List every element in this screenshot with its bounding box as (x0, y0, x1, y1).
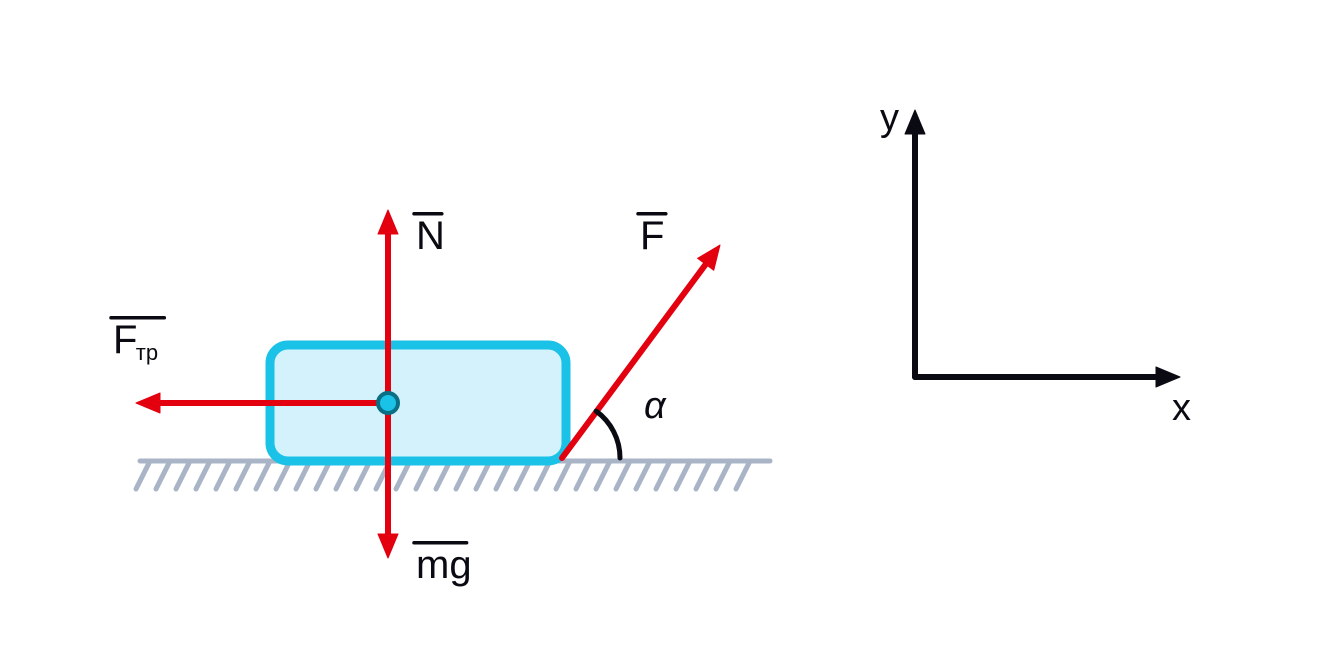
axis-y (905, 110, 925, 377)
label-Ftr: Fтр (111, 318, 164, 365)
label-N: N (414, 214, 445, 258)
axis-x (915, 367, 1180, 387)
label-alpha: α (644, 385, 667, 427)
physics-diagram: NmgFтрFαxy (0, 0, 1320, 669)
label-mg: mg (414, 543, 472, 587)
center-dot (378, 393, 398, 413)
svg-text:N: N (416, 214, 445, 258)
angle-arc (596, 411, 620, 458)
label-x-axis: x (1172, 387, 1191, 429)
force-applied (562, 245, 720, 458)
svg-text:F: F (113, 318, 137, 362)
svg-text:тр: тр (136, 340, 158, 365)
svg-text:F: F (640, 214, 664, 258)
label-F: F (638, 214, 666, 258)
label-y-axis: y (880, 97, 899, 139)
svg-text:mg: mg (416, 543, 472, 587)
